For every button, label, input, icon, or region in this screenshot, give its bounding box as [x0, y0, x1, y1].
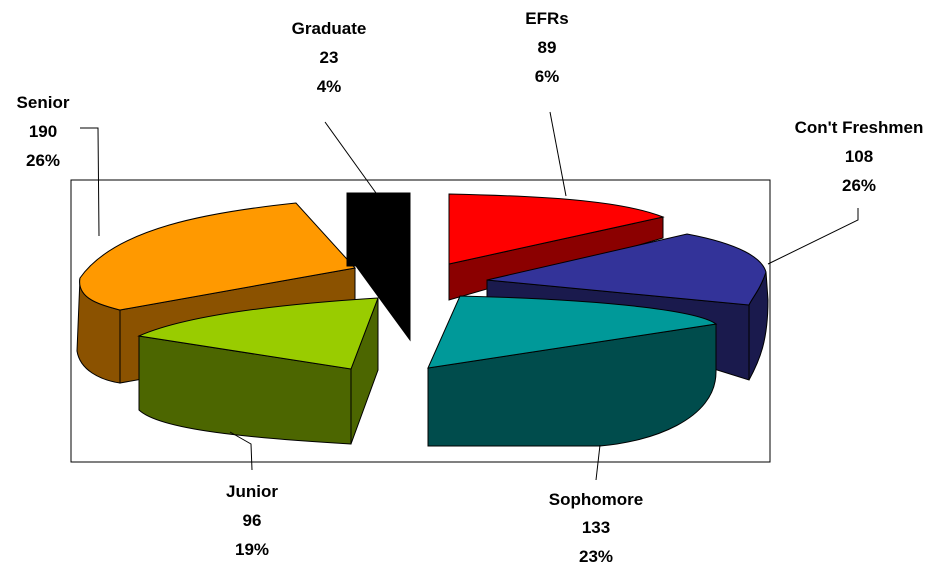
leader-line-junior	[229, 431, 253, 471]
slice-top	[79, 202, 356, 311]
slice-side	[427, 323, 717, 447]
slice-label-percent: 26%	[26, 151, 60, 170]
slice-label-value: 133	[582, 518, 610, 537]
slice-label-graduate: Graduate 23 4%	[292, 19, 367, 96]
slice-label-percent: 19%	[235, 540, 269, 559]
slice-top	[486, 233, 767, 306]
leader-line-efrs	[549, 111, 567, 197]
leader-line-graduate	[324, 121, 377, 194]
slice-label-name: Con't Freshmen	[795, 118, 924, 137]
leader-line-sophomore	[595, 444, 601, 481]
slice-sophomore	[427, 295, 718, 447]
slice-label-junior: Junior 96 19%	[226, 482, 278, 559]
slice-label-percent: 26%	[842, 176, 876, 195]
slice-label-value: 190	[29, 122, 57, 141]
slice-top	[346, 192, 411, 342]
slice-label-senior: Senior 190 26%	[17, 93, 70, 170]
leader-lines	[80, 111, 859, 481]
plot-area-border	[70, 179, 771, 463]
slice-label-sophomore: Sophomore 133 23%	[549, 490, 643, 566]
leader-line-senior	[80, 127, 100, 237]
slice-graduate	[346, 192, 411, 342]
slice-label-name: Junior	[226, 482, 278, 501]
slice-top	[427, 295, 718, 369]
slice-label-name: Sophomore	[549, 490, 643, 509]
slice-label-name: Senior	[17, 93, 70, 112]
slice-top	[448, 193, 665, 265]
pie-slices	[76, 192, 769, 447]
slice-label-percent: 23%	[579, 547, 613, 566]
slice-label-name: Graduate	[292, 19, 367, 38]
slice-label-percent: 4%	[317, 77, 342, 96]
slice-top	[137, 297, 379, 370]
leader-line-cont-freshmen	[767, 208, 859, 265]
slice-junior	[137, 297, 379, 445]
slice-label-value: 108	[845, 147, 873, 166]
slice-label-value: 96	[243, 511, 262, 530]
slice-label-cont-freshmen: Con't Freshmen 108 26%	[795, 118, 924, 195]
slice-side	[138, 335, 352, 445]
slice-label-name: EFRs	[525, 9, 568, 28]
slice-label-percent: 6%	[535, 67, 560, 86]
slice-label-efrs: EFRs 89 6%	[525, 9, 568, 86]
slice-label-value: 89	[538, 38, 557, 57]
slice-label-value: 23	[320, 48, 339, 67]
